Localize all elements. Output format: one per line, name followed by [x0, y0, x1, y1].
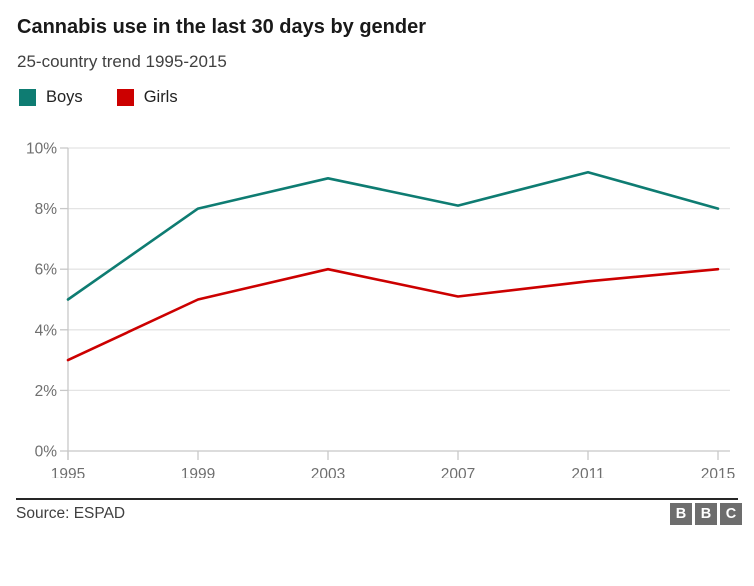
series-line-girls: [66, 267, 720, 362]
x-tick-label: 2015: [701, 466, 735, 478]
source-label: Source: ESPAD: [16, 505, 126, 522]
x-tick-label: 2007: [441, 466, 475, 478]
y-tick-label: 10%: [26, 141, 57, 158]
series-line-boys: [66, 170, 720, 301]
legend-swatch-girls: [116, 89, 134, 106]
footer-divider: [16, 498, 738, 500]
x-tick-label: 2003: [311, 466, 345, 478]
legend-item-boys: Boys: [19, 88, 83, 107]
x-tick-label: 2011: [571, 466, 604, 478]
legend-item-girls: Girls: [116, 88, 178, 107]
legend-swatch-boys: [19, 89, 36, 106]
y-tick-label: 0%: [35, 444, 58, 461]
chart-title: Cannabis use in the last 30 days by gend…: [17, 16, 427, 38]
y-tick-label: 4%: [35, 322, 58, 339]
bbc-logo: B B C: [670, 503, 742, 525]
y-tick-label: 8%: [35, 201, 58, 218]
y-tick-label: 2%: [35, 383, 58, 400]
line-chart-svg: 0% 2% 4% 6% 8% 10% 1995 1999 2003 2007 2011 2015: [26, 141, 735, 479]
y-tick-label: 6%: [35, 262, 58, 279]
chart-subtitle: 25-country trend 1995-2015: [17, 52, 227, 71]
x-tick-label: 1999: [181, 466, 215, 478]
bbc-logo-letter-3: C: [720, 503, 742, 525]
bbc-logo-letter-2: B: [695, 503, 717, 525]
bbc-logo-letter-1: B: [670, 503, 692, 525]
legend-label-girls: Girls: [143, 88, 178, 106]
legend-label-boys: Boys: [46, 88, 83, 106]
legend: Boys Girls: [19, 88, 178, 107]
x-tick-label: 1995: [51, 466, 85, 478]
